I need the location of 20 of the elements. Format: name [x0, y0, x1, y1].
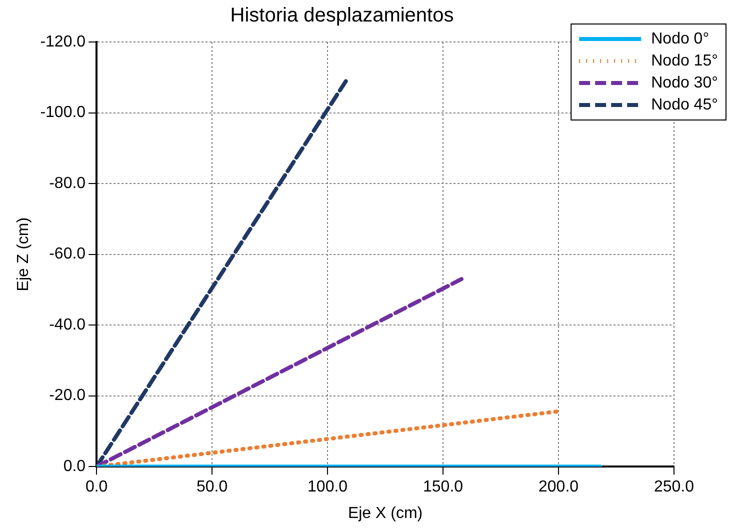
y-tick-label: -40.0	[49, 316, 86, 334]
y-tick-label: 0.0	[63, 458, 86, 476]
y-tick-label: -80.0	[49, 174, 86, 192]
y-tick-label: -60.0	[49, 246, 86, 263]
x-tick-label: 50.0	[196, 478, 228, 496]
x-tick-label: 250.0	[654, 478, 694, 496]
x-tick-label: 200.0	[538, 478, 579, 496]
y-axis-title: Eje Z (cm)	[15, 217, 32, 292]
x-axis-title: Eje X (cm)	[348, 504, 423, 522]
legend-label: Nodo 30°	[651, 74, 718, 92]
chart-title: Historia desplazamientos	[230, 4, 454, 27]
x-tick-label: 0.0	[85, 478, 108, 496]
y-tick-label: -20.0	[49, 387, 86, 404]
legend-label: Nodo 0°	[651, 30, 710, 48]
legend-label: Nodo 45°	[651, 96, 718, 114]
x-tick-label: 150.0	[423, 478, 464, 496]
legend-label: Nodo 15°	[651, 52, 718, 70]
y-tick-label: -120.0	[40, 33, 86, 50]
x-tick-label: 100.0	[308, 478, 348, 496]
y-tick-label: -100.0	[40, 104, 86, 122]
